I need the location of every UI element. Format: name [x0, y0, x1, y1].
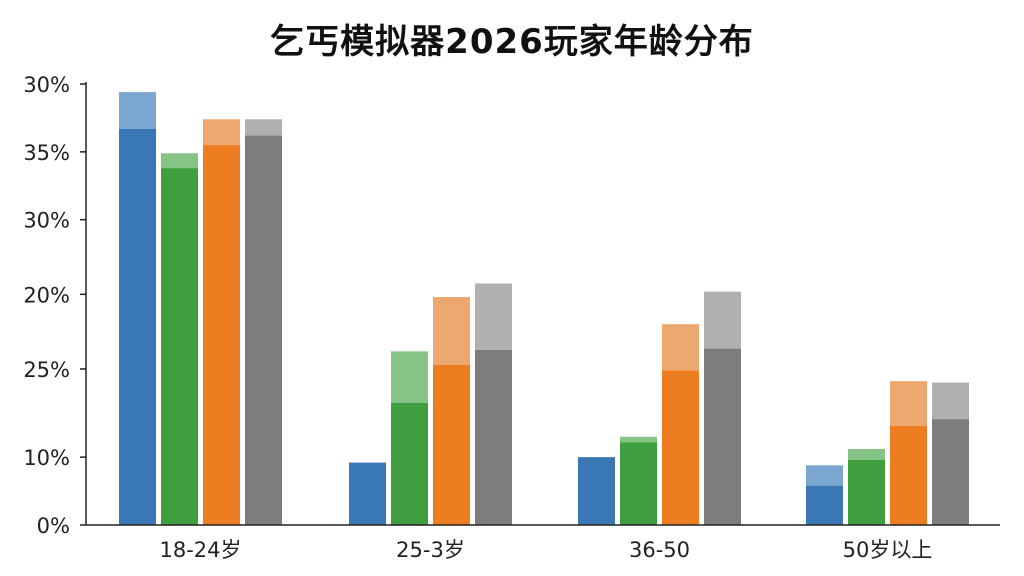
y-tick-label: 25%	[23, 358, 70, 382]
bar	[890, 425, 927, 525]
bar-upper-segment	[620, 436, 657, 443]
bar	[161, 168, 198, 526]
bar	[245, 135, 282, 525]
x-axis: 18-24岁 25-3岁 36-50 50岁以上	[86, 524, 1000, 562]
bar	[662, 370, 699, 525]
bar	[433, 364, 470, 525]
bar	[806, 485, 843, 525]
bar-upper-segment	[662, 324, 699, 371]
y-tick-label: 10%	[23, 446, 70, 470]
y-tick-label: 30%	[23, 209, 70, 233]
x-tick-label: 36-50	[629, 538, 690, 562]
y-tick-label: 20%	[23, 283, 70, 307]
bar-upper-segment	[932, 382, 969, 420]
bar-upper-segment	[704, 291, 741, 349]
bar-upper-segment	[433, 297, 470, 365]
x-tick-label: 18-24岁	[159, 538, 241, 562]
bar	[475, 349, 512, 525]
bar	[119, 128, 156, 526]
bar	[578, 457, 615, 525]
y-tick-label: 30%	[23, 73, 70, 97]
y-axis: 0% 10% 25% 20% 30% 35% 30%	[23, 73, 87, 538]
y-tick-label: 35%	[23, 141, 70, 165]
x-tick-label: 50岁以上	[843, 538, 933, 562]
bar-upper-segment	[890, 381, 927, 426]
bar	[620, 442, 657, 525]
y-tick-label: 0%	[37, 514, 70, 538]
x-tick-label: 25-3岁	[396, 538, 465, 562]
bar	[203, 145, 240, 526]
bar-upper-segment	[245, 119, 282, 136]
bars	[119, 92, 969, 526]
bar-upper-segment	[848, 449, 885, 460]
bar	[704, 348, 741, 525]
bar-upper-segment	[806, 465, 843, 486]
chart-title: 乞丐模拟器2026玩家年龄分布	[270, 22, 754, 62]
bar	[848, 459, 885, 525]
bar-upper-segment	[119, 92, 156, 129]
bar	[932, 419, 969, 525]
bar	[349, 462, 386, 525]
bar-upper-segment	[203, 119, 240, 146]
bar-upper-segment	[161, 153, 198, 169]
bar	[391, 402, 428, 525]
bar-upper-segment	[475, 283, 512, 350]
bar-upper-segment	[391, 351, 428, 403]
